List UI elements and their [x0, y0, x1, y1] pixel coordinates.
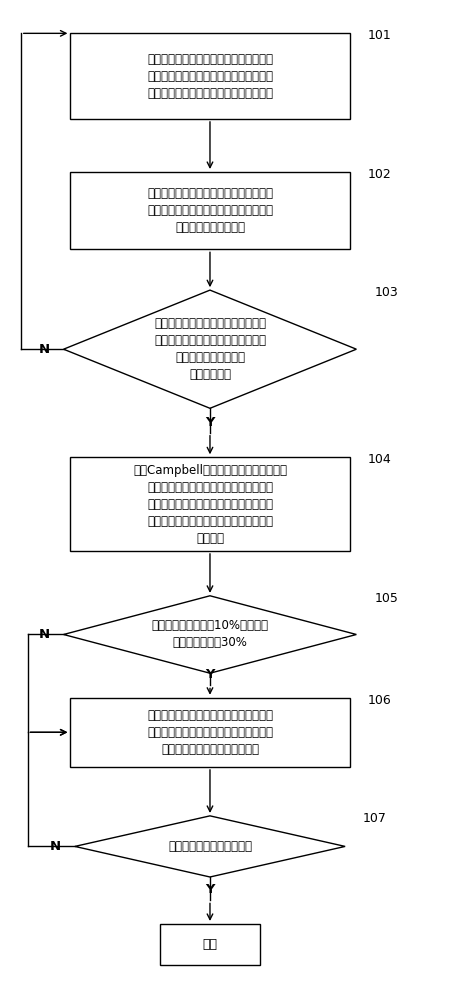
Text: 102: 102	[367, 168, 390, 181]
Polygon shape	[63, 290, 356, 408]
Text: 基于Campbell图对强化后的零件进行共振
裕度分析，并根据共振裕度分析对强化后
的零件进行固有频率调整，使得强化后的
零件的工作区间满足设计要求，得到调频
: 基于Campbell图对强化后的零件进行共振 裕度分析，并根据共振裕度分析对强化…	[133, 464, 286, 545]
Text: 对调频后的零件进行零件校形区域选取，
对零件校形区域施加一个反向冲击载荷，
以对调频后的零件进行变形修复: 对调频后的零件进行零件校形区域选取， 对零件校形区域施加一个反向冲击载荷， 以对…	[147, 709, 273, 756]
Text: 104: 104	[367, 453, 390, 466]
Text: 校形后的零件尺寸是否合格: 校形后的零件尺寸是否合格	[167, 840, 252, 853]
FancyBboxPatch shape	[70, 457, 349, 551]
Text: Y: Y	[205, 883, 214, 896]
Text: 根据对待处理零件进行结构分析和残余应
力测试得到的激光喷丸强化指标和工艺参
数，确定待处理零件的激光喷丸强化区域: 根据对待处理零件进行结构分析和残余应 力测试得到的激光喷丸强化指标和工艺参 数，…	[147, 53, 273, 100]
Text: N: N	[50, 840, 61, 853]
Polygon shape	[63, 596, 356, 673]
FancyBboxPatch shape	[70, 33, 349, 119]
Text: Y: Y	[205, 416, 214, 429]
Text: 根据预置激光喷丸强化参数对待处理零件
的激光喷丸强化区域进行激光喷丸强化处
理，得到强化后的零件: 根据预置激光喷丸强化参数对待处理零件 的激光喷丸强化区域进行激光喷丸强化处 理，…	[147, 187, 273, 234]
Text: 107: 107	[362, 812, 386, 825]
FancyBboxPatch shape	[70, 698, 349, 767]
Text: N: N	[39, 343, 50, 356]
Text: Y: Y	[205, 668, 214, 681]
Polygon shape	[75, 816, 344, 877]
Text: N: N	[39, 628, 50, 641]
Text: 对强化后的零件进行抽样得到样品零
件，再对样品零件进行疲劳寿命、残
余应力是否符合预置指
标的离线测试: 对强化后的零件进行抽样得到样品零 件，再对样品零件进行疲劳寿命、残 余应力是否符…	[154, 317, 265, 381]
Text: 结束: 结束	[202, 938, 217, 951]
Text: 101: 101	[367, 29, 390, 42]
Text: 106: 106	[367, 694, 390, 707]
FancyBboxPatch shape	[70, 172, 349, 249]
Text: 是否共振裕度不小于10%且耐久极
限百分比不小于30%: 是否共振裕度不小于10%且耐久极 限百分比不小于30%	[151, 619, 268, 649]
FancyBboxPatch shape	[160, 924, 259, 965]
Text: 105: 105	[374, 592, 397, 605]
Text: 103: 103	[374, 286, 397, 299]
